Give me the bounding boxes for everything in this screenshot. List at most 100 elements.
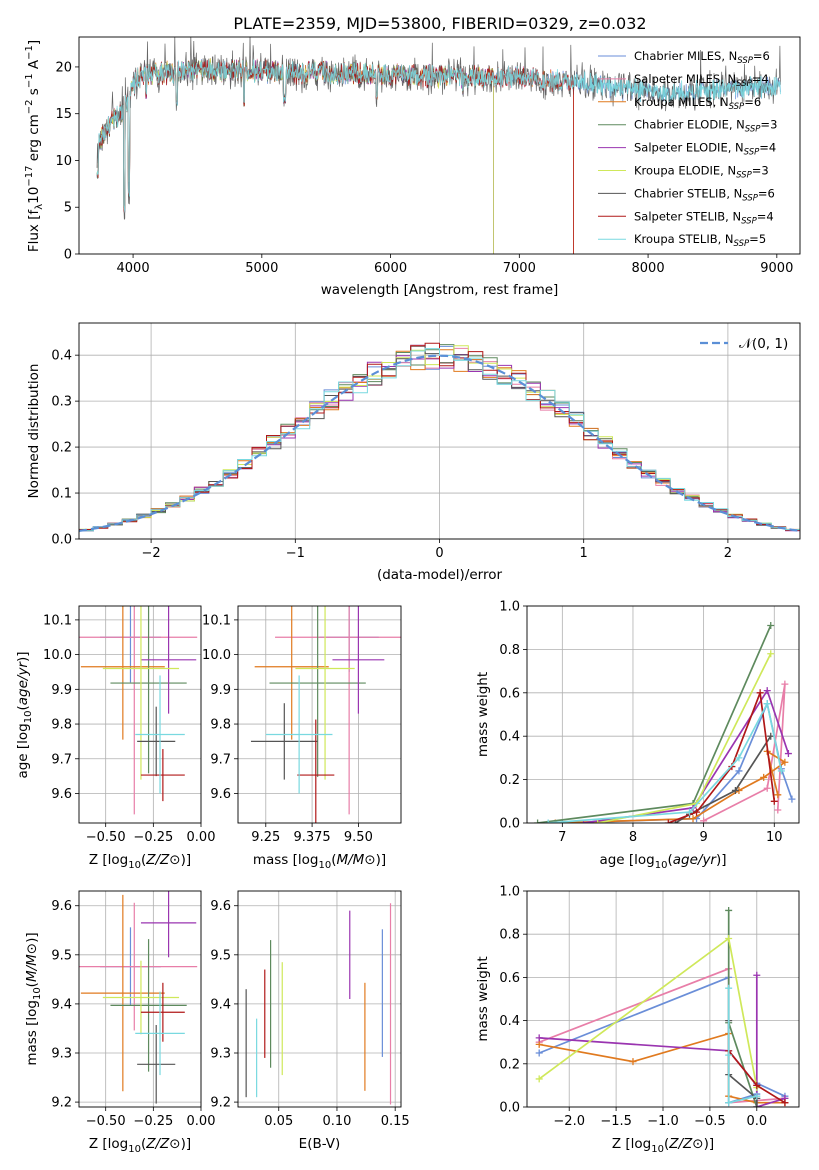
label-subscript: λ <box>34 204 45 210</box>
legend-text: , N <box>720 164 736 178</box>
age-vs-mass-panel: 9.25 9.375 9.50 9.6 9.7 9.8 9.9 10.0 10.1 mass [l… <box>202 605 402 871</box>
label-text: s <box>26 88 42 99</box>
weight-line-8 <box>667 692 776 823</box>
legend-name: Chabrier ELODIE <box>634 118 729 132</box>
x-axis-label: Z [log10(Z/Z⊙)] <box>89 852 191 871</box>
weight-marker <box>781 758 789 766</box>
weight-marker <box>594 819 602 823</box>
axes-frame <box>526 890 800 1108</box>
label-text: Z [log <box>89 1136 128 1152</box>
y-tick-label: 5 <box>64 201 72 216</box>
x-axis-label: (data-model)/error <box>377 567 503 583</box>
label-subscript: 10 <box>23 711 34 724</box>
y-tick-label: 9.2 <box>51 1096 72 1111</box>
axes-frame <box>526 605 800 824</box>
y-tick-label: 9.6 <box>210 899 231 914</box>
label-subscript: 10 <box>128 860 141 871</box>
legend-nssp: 4 <box>761 72 768 86</box>
y-tick-label: 20 <box>55 60 72 75</box>
label-text: ⊙ <box>364 852 375 868</box>
label-superscript: −17 <box>24 166 35 187</box>
label-italic: M/M <box>336 852 364 868</box>
label-subscript: 10 <box>32 987 43 1000</box>
weight-marker <box>664 819 672 823</box>
y-tick-label: 9.7 <box>210 752 231 767</box>
legend-text: = <box>753 49 763 63</box>
weight-marker <box>535 1034 543 1042</box>
label-text: ] <box>26 40 42 45</box>
x-tick-label: 10 <box>766 830 783 845</box>
y-tick-label: 9.2 <box>210 1096 231 1111</box>
spectrum-line-3 <box>96 58 574 254</box>
axes-frame <box>78 36 801 255</box>
legend-text: , N <box>729 118 745 132</box>
legend-text: = <box>757 209 767 223</box>
label-text: ⊙ <box>169 1136 180 1152</box>
legend-text: , N <box>728 141 744 155</box>
legend-entry: Chabrier STELIB, NSSP=6 <box>634 186 775 203</box>
weight-marker <box>770 797 778 805</box>
legend-nssp: 4 <box>769 141 776 155</box>
legend-text: , N <box>718 232 734 246</box>
legend-nssp: 4 <box>766 209 773 223</box>
y-tick-label: 0.0 <box>51 533 72 548</box>
label-italic: Z/Z <box>668 1136 693 1152</box>
label-text: erg cm <box>26 114 42 165</box>
label-text: ( <box>664 1136 669 1152</box>
x-tick-label: −1 <box>286 546 305 561</box>
y-tick-label: 9.9 <box>210 683 231 698</box>
label-text: ( <box>15 705 31 710</box>
legend-text: = <box>752 72 762 86</box>
legend-text: , N <box>721 49 737 63</box>
y-tick-label: 0.4 <box>499 1014 520 1029</box>
y-tick-label: 1.0 <box>499 600 520 615</box>
legend-subscript: SSP <box>737 56 753 66</box>
legend-name: Kroupa STELIB <box>634 232 718 246</box>
legend-nssp: 6 <box>763 49 770 63</box>
label-text: ( <box>24 982 40 987</box>
legend-subscript: SSP <box>729 102 745 112</box>
label-italic: Z/Z <box>145 852 170 868</box>
x-tick-label: 8 <box>629 830 637 845</box>
y-tick-label: 15 <box>55 107 72 122</box>
weight-marker <box>735 754 743 762</box>
weight-marker <box>753 1092 761 1100</box>
y-tick-label: 9.5 <box>210 948 231 963</box>
weight-marker <box>731 786 739 794</box>
y-tick-label: 0.2 <box>499 773 520 788</box>
x-tick-label: 7 <box>558 830 566 845</box>
weight-marker <box>735 767 743 775</box>
x-tick-label: 9 <box>699 830 707 845</box>
y-tick-label: 0.8 <box>499 928 520 943</box>
label-text: ( <box>141 1136 146 1152</box>
mass-vs-extinction-panel: 0.05 0.10 0.15 9.2 9.3 9.4 9.5 9.6 E(B-V) <box>210 890 410 1152</box>
label-text: A <box>26 59 42 73</box>
label-italic: age/yr <box>15 661 31 706</box>
y-tick-label: 9.5 <box>51 948 72 963</box>
legend-nssp: 3 <box>770 118 777 132</box>
y-tick-label: 0.4 <box>51 349 72 364</box>
y-tick-label: 0.3 <box>51 395 72 410</box>
y-axis-label: age [log10(age/yr)] <box>15 651 34 778</box>
weight-line-9 <box>727 988 757 1104</box>
legend-subscript: SSP <box>742 193 758 203</box>
legend-text: = <box>749 232 759 246</box>
normal-distribution-curve <box>79 354 800 532</box>
spectrum-panel: 4000 5000 6000 7000 8000 9000 0 5 10 15 20 Chabrier… <box>24 36 801 298</box>
legend-text: , N <box>720 72 736 86</box>
legend-name: Kroupa ELODIE <box>634 164 720 178</box>
legend-text: = <box>759 141 769 155</box>
label-text: )] <box>376 852 387 868</box>
label-italic: Z/Z <box>145 1136 170 1152</box>
label-italic: age/yr <box>673 852 718 868</box>
weight-marker <box>763 784 771 792</box>
x-tick-label: −0.5 <box>694 1114 726 1129</box>
legend-entry: Kroupa STELIB, NSSP=5 <box>634 232 766 249</box>
x-tick-label: 9.25 <box>251 830 280 845</box>
y-tick-label: 9.4 <box>51 997 72 1012</box>
label-text: )] <box>181 1136 192 1152</box>
y-tick-label: 9.3 <box>51 1047 72 1062</box>
x-axis-label: wavelength [Angstrom, rest frame] <box>321 282 559 298</box>
label-text: ( <box>141 852 146 868</box>
